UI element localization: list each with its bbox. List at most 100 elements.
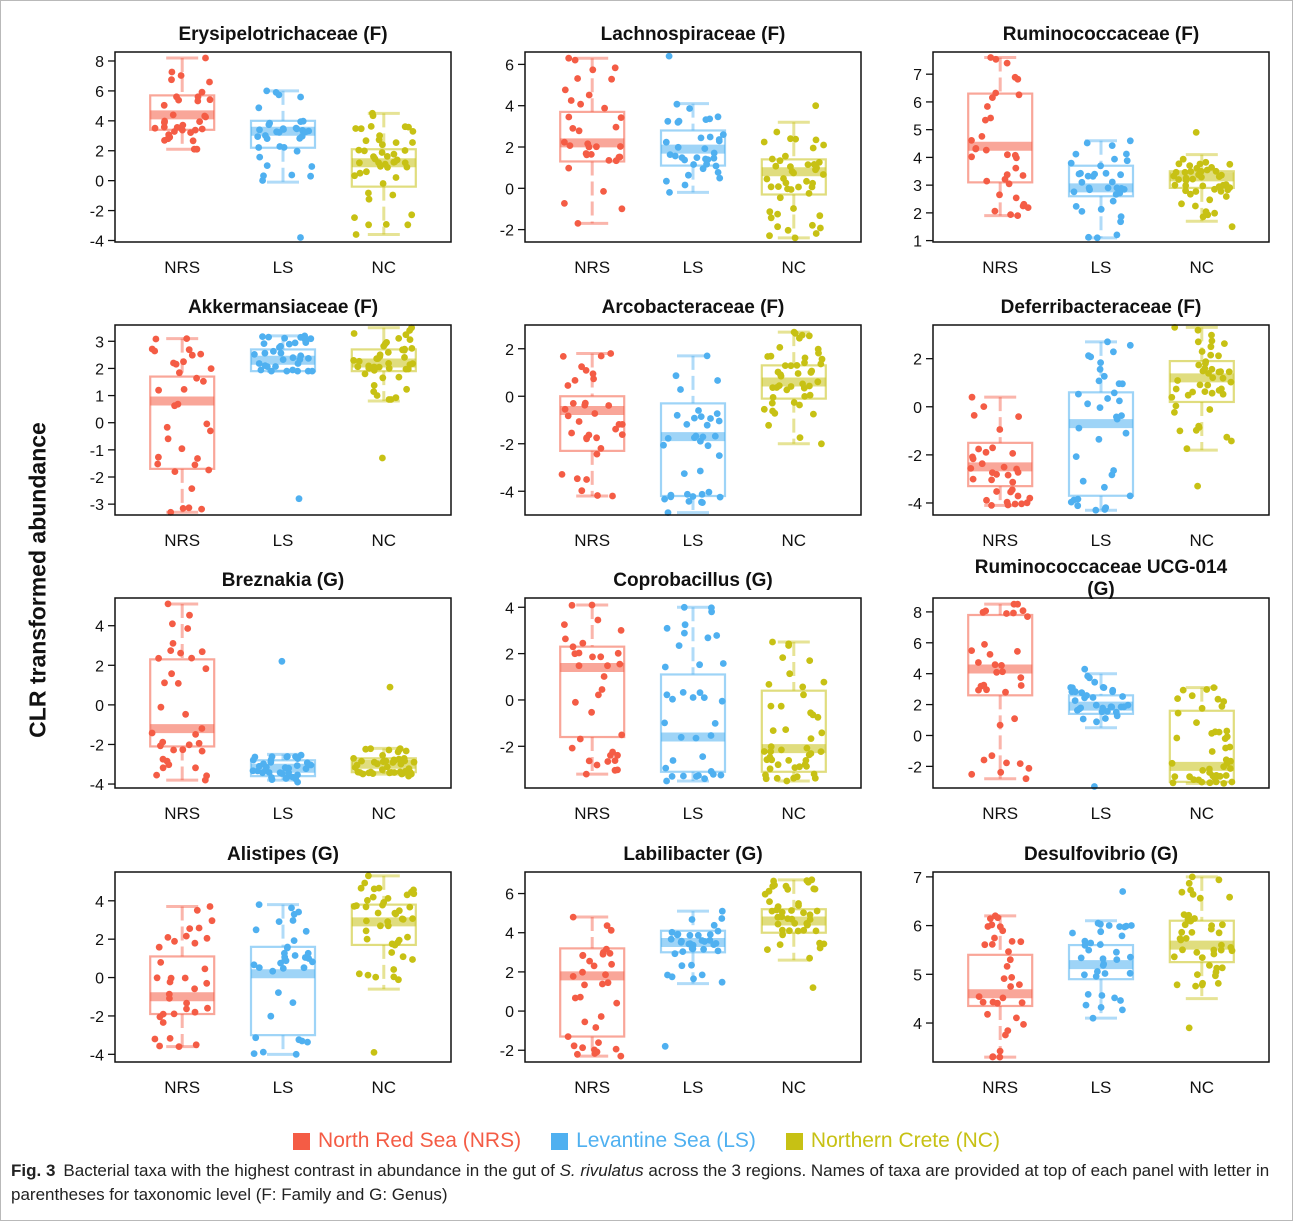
data-point (1089, 1014, 1097, 1022)
data-point (714, 169, 722, 176)
y-tick-label: 2 (95, 144, 104, 161)
data-point (206, 78, 213, 86)
data-point (1013, 465, 1020, 473)
data-point (182, 710, 190, 718)
data-point (171, 937, 178, 945)
data-point (565, 113, 573, 121)
data-point (393, 156, 401, 164)
data-point (1228, 223, 1236, 231)
data-point (404, 933, 411, 941)
data-point (1102, 504, 1110, 511)
data-point (981, 941, 989, 949)
box-iqr (559, 110, 626, 163)
data-point (574, 1050, 581, 1058)
data-point (401, 354, 408, 361)
data-point (989, 469, 996, 476)
data-point (816, 212, 824, 220)
data-point (672, 372, 680, 380)
data-point (351, 214, 358, 222)
data-point (188, 485, 196, 492)
y-tick-label: -2 (908, 759, 922, 776)
data-point (706, 133, 714, 141)
data-point (1226, 743, 1234, 751)
data-point (1221, 340, 1228, 347)
data-point (251, 753, 259, 761)
data-point (784, 185, 791, 193)
box-nc (1168, 129, 1236, 231)
data-point (285, 769, 292, 776)
data-point (612, 123, 620, 131)
panel-title: Akkermansiaceae (F) (188, 297, 378, 318)
data-point (568, 429, 575, 437)
legend-label-nc: Northern Crete (NC) (810, 1129, 1000, 1152)
data-point (168, 68, 176, 76)
data-point (983, 177, 991, 185)
data-point (379, 141, 386, 149)
data-point (600, 673, 608, 680)
data-point (207, 427, 214, 435)
data-point (391, 941, 399, 949)
data-point (289, 773, 297, 781)
data-point (263, 162, 271, 170)
data-point (1092, 506, 1100, 514)
data-point (593, 434, 600, 442)
data-point (768, 399, 776, 407)
data-point (813, 164, 820, 172)
data-point (668, 773, 676, 780)
data-point (809, 984, 817, 991)
y-tick-label: 4 (95, 894, 104, 911)
data-point (302, 927, 310, 935)
data-point (374, 909, 382, 917)
data-point (255, 964, 263, 971)
x-tick-label: LS (1091, 531, 1112, 550)
data-point (1182, 187, 1189, 195)
data-point (1213, 964, 1221, 972)
data-point (355, 970, 363, 978)
data-point (1089, 694, 1097, 701)
data-point (307, 335, 315, 343)
box-ls (1067, 338, 1135, 514)
data-point (1218, 702, 1226, 710)
data-point (164, 135, 172, 143)
box-nrs (967, 393, 1034, 509)
data-point (1017, 674, 1025, 681)
data-point (1101, 483, 1108, 491)
y-tick-label: -4 (90, 777, 104, 794)
data-point (813, 907, 821, 915)
data-point (661, 719, 668, 727)
data-point (395, 976, 402, 984)
data-point (1085, 233, 1092, 241)
data-point (406, 903, 414, 911)
data-point (767, 702, 775, 710)
data-point (760, 748, 768, 755)
data-point (1111, 994, 1118, 1002)
data-point (288, 171, 296, 179)
data-point (991, 934, 998, 942)
data-point (409, 915, 416, 922)
data-point (1219, 921, 1226, 929)
data-point (1102, 169, 1110, 177)
data-point (1102, 715, 1109, 722)
data-point (356, 769, 364, 776)
data-point (575, 127, 583, 135)
data-point (1011, 151, 1019, 159)
data-point (1067, 498, 1075, 506)
data-point (357, 125, 365, 133)
data-point (194, 97, 202, 105)
data-point (968, 153, 975, 161)
y-tick-label: 2 (95, 361, 104, 378)
panel-title: Alistipes (G) (227, 844, 339, 865)
data-point (350, 755, 357, 762)
data-point (179, 121, 187, 129)
data-point (194, 455, 201, 462)
data-point (365, 364, 373, 372)
data-point (1215, 728, 1223, 736)
y-tick-label: 4 (913, 667, 922, 684)
data-point (295, 908, 302, 916)
data-point (1202, 158, 1210, 166)
data-point (260, 172, 267, 180)
data-point (203, 772, 211, 780)
data-point (787, 383, 795, 390)
x-tick-label: NRS (982, 258, 1018, 277)
legend-item-nc: Northern Crete (NC) (785, 1129, 1000, 1153)
